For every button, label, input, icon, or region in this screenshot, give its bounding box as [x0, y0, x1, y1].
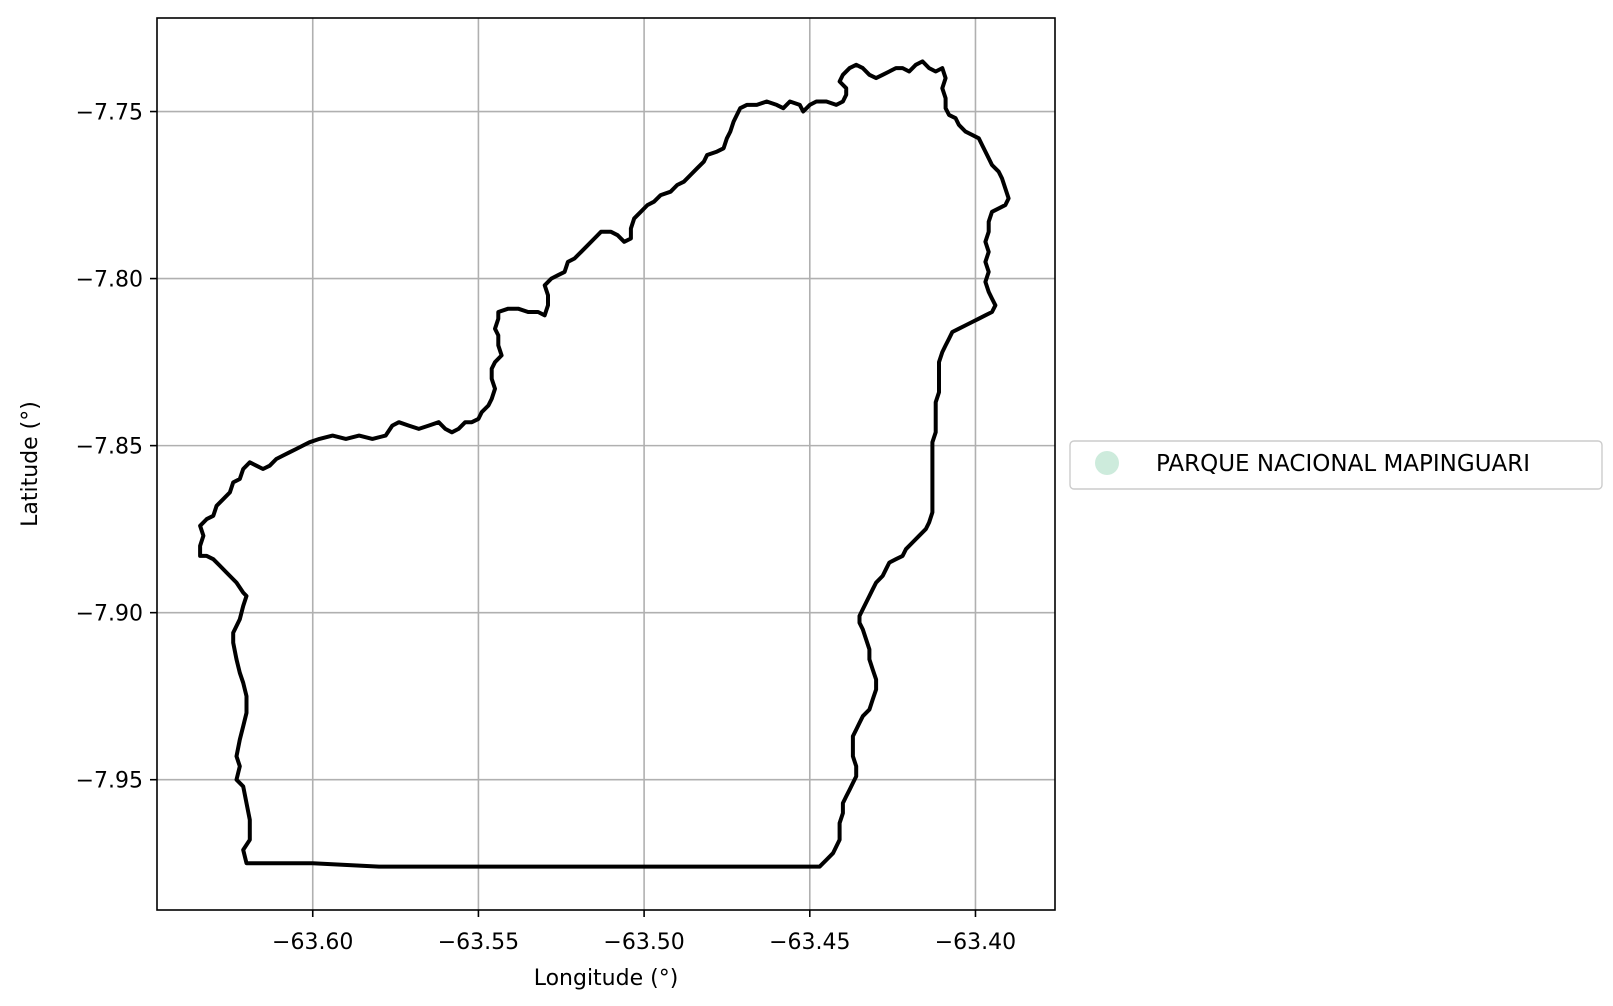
y-tick-label: −7.90: [76, 602, 143, 627]
legend-box: [1069, 440, 1603, 490]
y-tick-label: −7.75: [76, 101, 143, 126]
legend: PARQUE NACIONAL MAPINGUARI: [1069, 440, 1603, 490]
park-boundary: [198, 59, 1011, 869]
x-axis-label: Longitude (°): [534, 966, 679, 991]
x-tick-label: −63.50: [603, 930, 684, 955]
plot-frame: [156, 17, 1056, 911]
legend-marker: [1095, 451, 1119, 475]
x-tick-label: −63.55: [438, 930, 519, 955]
y-tick-label: −7.85: [76, 435, 143, 460]
y-axis-label: Latitude (°): [18, 401, 43, 527]
x-tick-label: −63.60: [272, 930, 353, 955]
x-tick-label: −63.40: [935, 930, 1016, 955]
y-tick-label: −7.80: [76, 268, 143, 293]
x-tick-label: −63.45: [769, 930, 850, 955]
x-axis-ticks: −63.60 −63.55 −63.50 −63.45 −63.40: [272, 910, 1016, 955]
y-tick-label: −7.95: [76, 769, 143, 794]
legend-label: PARQUE NACIONAL MAPINGUARI: [1156, 451, 1530, 477]
grid-lines: [157, 18, 1055, 910]
y-axis-ticks: −7.75 −7.80 −7.85 −7.90 −7.95: [76, 101, 157, 794]
